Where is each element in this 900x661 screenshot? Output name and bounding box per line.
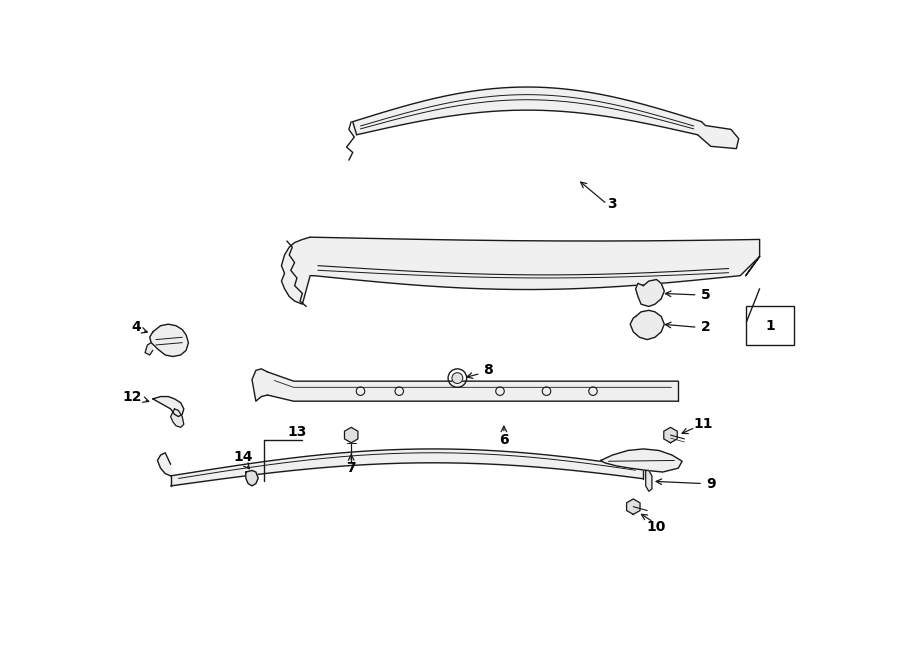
Text: 6: 6 bbox=[500, 433, 508, 447]
Text: 4: 4 bbox=[130, 321, 140, 334]
Polygon shape bbox=[664, 428, 677, 443]
Polygon shape bbox=[246, 471, 258, 486]
Polygon shape bbox=[353, 87, 736, 149]
Polygon shape bbox=[698, 122, 739, 149]
Text: 7: 7 bbox=[346, 461, 356, 475]
Text: 10: 10 bbox=[647, 520, 666, 535]
Polygon shape bbox=[153, 397, 184, 416]
Polygon shape bbox=[149, 324, 188, 356]
Polygon shape bbox=[601, 449, 682, 472]
Polygon shape bbox=[345, 428, 358, 443]
Polygon shape bbox=[252, 369, 679, 401]
Text: 13: 13 bbox=[287, 425, 307, 439]
Text: 11: 11 bbox=[693, 417, 713, 431]
Text: 8: 8 bbox=[483, 364, 493, 377]
Polygon shape bbox=[635, 280, 664, 307]
Text: 14: 14 bbox=[233, 449, 252, 463]
Polygon shape bbox=[630, 310, 664, 340]
Polygon shape bbox=[626, 499, 640, 514]
Text: 2: 2 bbox=[700, 321, 710, 334]
Text: 1: 1 bbox=[766, 319, 776, 332]
Polygon shape bbox=[145, 342, 153, 355]
Text: 9: 9 bbox=[706, 477, 716, 490]
Circle shape bbox=[452, 373, 463, 383]
Text: 5: 5 bbox=[700, 288, 710, 302]
Polygon shape bbox=[158, 453, 171, 476]
Polygon shape bbox=[282, 237, 760, 304]
Bar bbox=[746, 307, 795, 345]
Text: 12: 12 bbox=[122, 389, 141, 404]
Text: 3: 3 bbox=[608, 197, 617, 211]
Polygon shape bbox=[645, 471, 652, 491]
Polygon shape bbox=[171, 409, 184, 428]
